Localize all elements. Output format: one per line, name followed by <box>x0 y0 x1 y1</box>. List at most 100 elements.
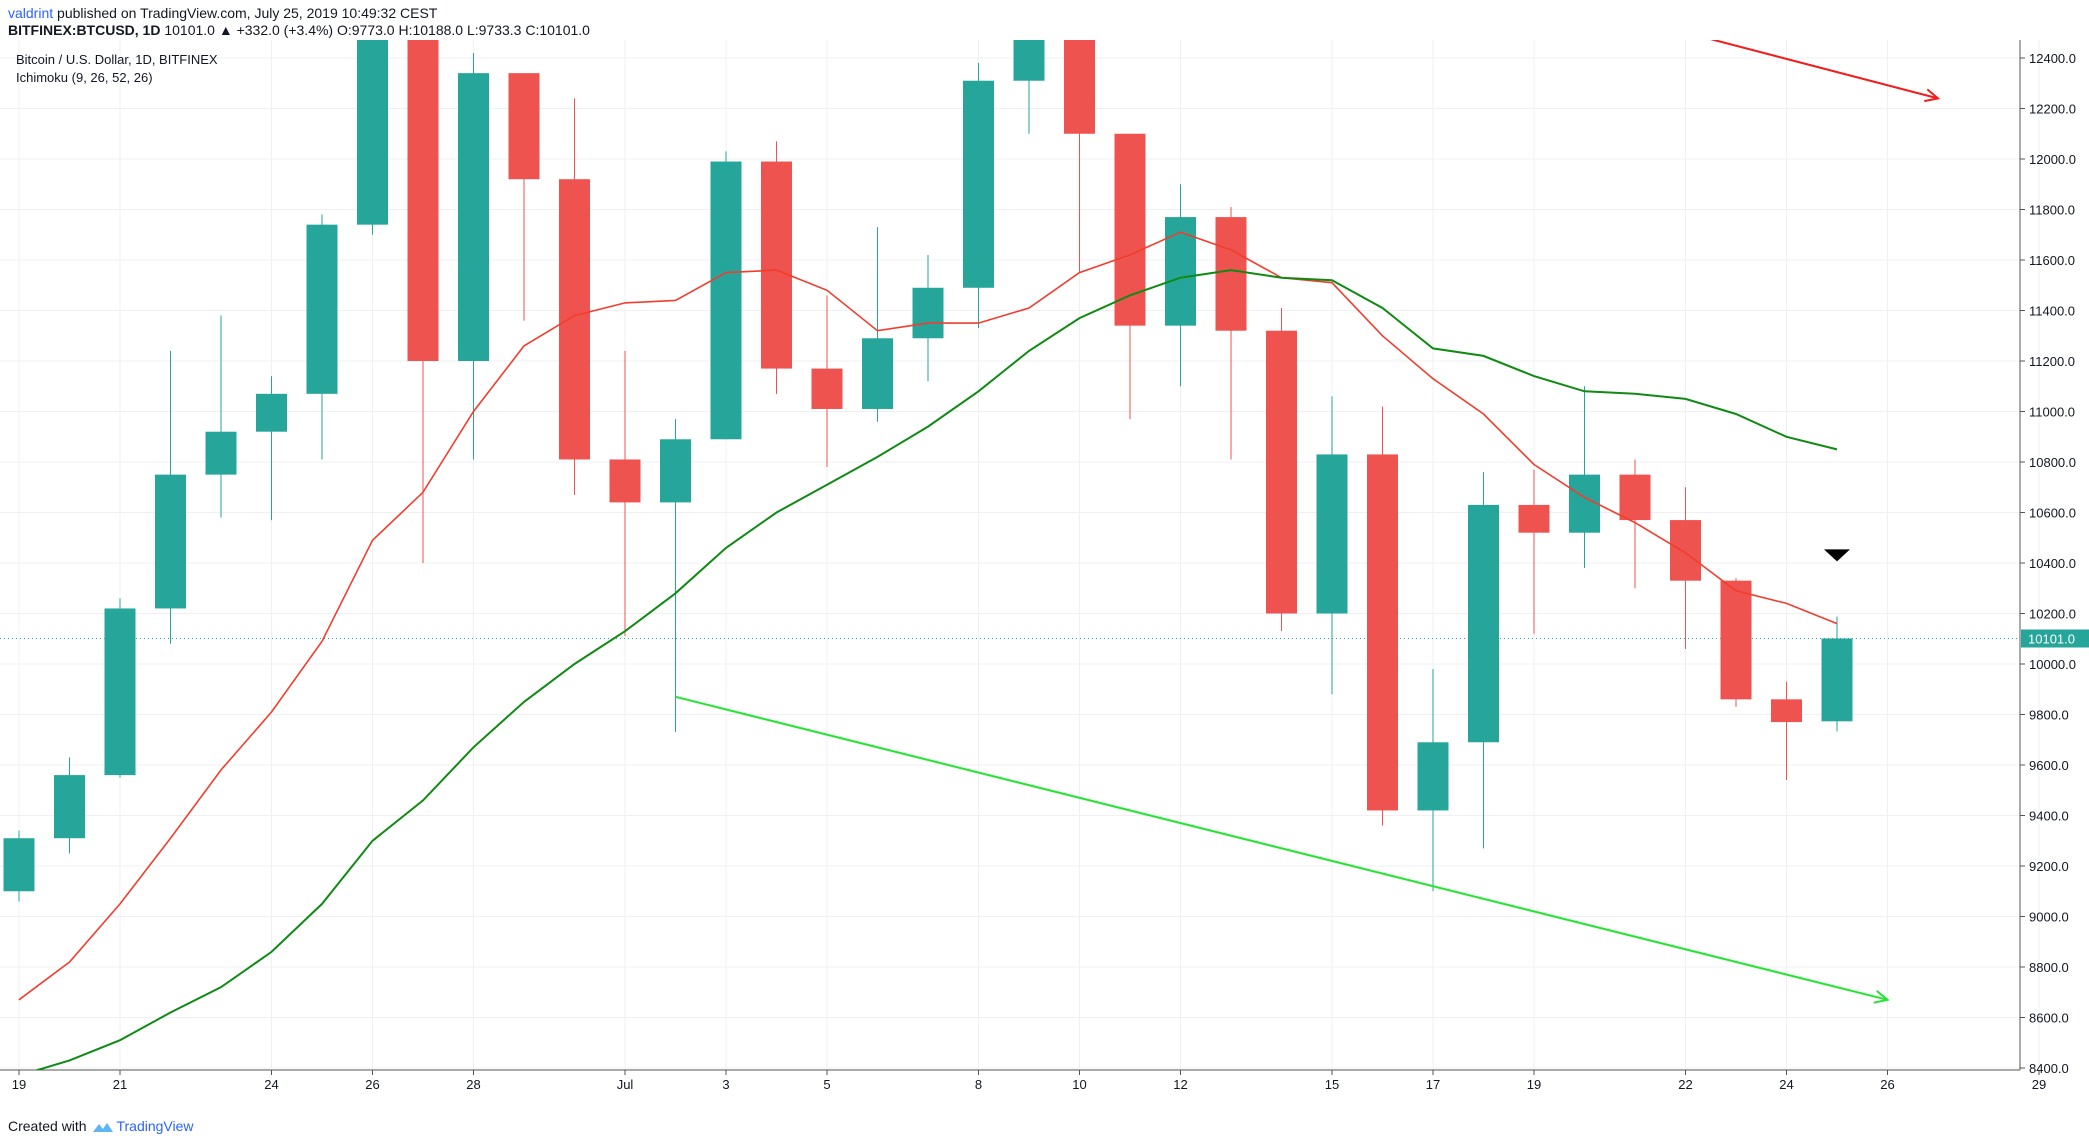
candle-body <box>1165 217 1196 326</box>
candle-body <box>357 40 388 225</box>
candle-body <box>1771 699 1802 723</box>
candle-body <box>1468 504 1499 743</box>
y-tick-label: 10800.0 <box>2029 455 2076 470</box>
x-tick-label: 19 <box>1527 1077 1541 1092</box>
candlesticks <box>3 40 1853 902</box>
last-price-line: 10101.0 <box>0 629 2089 648</box>
support-arrow-head <box>1873 990 1890 1004</box>
candle-body <box>1114 133 1146 326</box>
candle-body <box>256 393 287 432</box>
candle-body <box>155 474 186 609</box>
candle <box>306 214 338 460</box>
x-tick-label: 26 <box>365 1077 379 1092</box>
candle-body <box>1569 474 1600 533</box>
x-tick-label: 24 <box>264 1077 278 1092</box>
x-axis: 19 21 24 26 28 Jul 3 5 8 10 12 15 17 19 22 24 26 29 <box>0 1069 2046 1092</box>
candle <box>963 63 994 329</box>
x-tick-label: 8 <box>975 1077 982 1092</box>
resistance-arrow-head <box>1924 88 1941 103</box>
candle <box>1064 40 1095 273</box>
ticker: BITFINEX:BTCUSD, 1D <box>8 22 161 38</box>
candle <box>811 295 843 468</box>
support-arrow-line <box>675 695 1888 1001</box>
candle-body <box>1720 580 1752 700</box>
candle-body <box>407 40 439 361</box>
candle-body <box>912 287 944 339</box>
candle <box>761 141 792 394</box>
ticker-info: BITFINEX:BTCUSD, 1D 10101.0 ▲ +332.0 (+3… <box>8 22 590 38</box>
candle <box>1013 40 1045 134</box>
candle-body <box>559 179 590 460</box>
candle <box>1720 578 1752 707</box>
x-tick-label: 3 <box>722 1077 729 1092</box>
x-tick-label: 21 <box>113 1077 127 1092</box>
candle-body <box>609 459 641 503</box>
candle <box>710 151 742 440</box>
candle <box>862 227 893 422</box>
x-tick-label: 10 <box>1072 1077 1086 1092</box>
y-tick-label: 10600.0 <box>2029 506 2076 521</box>
candle-body <box>508 73 540 180</box>
candle-body <box>811 368 843 409</box>
candle-body <box>1215 217 1247 331</box>
x-tick-label: Jul <box>617 1077 634 1092</box>
y-tick-label: 12400.0 <box>2029 51 2076 66</box>
publish-info: valdrint published on TradingView.com, J… <box>8 5 437 21</box>
y-tick-label: 11800.0 <box>2029 203 2075 218</box>
candle <box>458 52 489 460</box>
candle-body <box>710 161 742 440</box>
candle <box>660 419 691 733</box>
candle <box>1266 307 1297 632</box>
footer-brand[interactable]: TradingView <box>116 1118 194 1134</box>
base-line <box>34 269 1838 1070</box>
candle-body <box>54 775 85 839</box>
candle <box>1215 206 1247 460</box>
candle-body <box>1417 742 1449 811</box>
indicator-legend[interactable]: Ichimoku (9, 26, 52, 26) <box>16 70 153 85</box>
candle-body <box>1821 638 1853 722</box>
arrow-down-marker-icon <box>1824 549 1850 562</box>
candle <box>508 73 540 321</box>
y-tick-label: 9400.0 <box>2029 809 2069 824</box>
y-tick-label: 8400.0 <box>2029 1061 2069 1076</box>
candle <box>54 757 85 854</box>
price-chart[interactable]: 19 21 24 26 28 Jul 3 5 8 10 12 15 17 19 22 24 26 29 8400.… <box>0 40 2089 1110</box>
y-tick-label: 11400.0 <box>2029 304 2075 319</box>
candle-body <box>1367 454 1398 811</box>
y-tick-label: 11200.0 <box>2029 354 2075 369</box>
tradingview-logo-icon <box>93 1123 114 1133</box>
footer-prefix: Created with <box>8 1118 87 1134</box>
author-link[interactable]: valdrint <box>8 5 54 21</box>
candle-body <box>1619 474 1651 521</box>
candle <box>609 350 641 637</box>
publish-header: valdrint published on TradingView.com, J… <box>0 0 2089 40</box>
y-tick-label: 9200.0 <box>2029 859 2069 874</box>
candle <box>559 98 590 495</box>
candle <box>155 350 186 644</box>
candle <box>912 254 944 382</box>
y-tick-label: 8600.0 <box>2029 1011 2069 1026</box>
y-tick-label: 8800.0 <box>2029 960 2069 975</box>
candle-body <box>660 439 691 503</box>
symbol-legend[interactable]: Bitcoin / U.S. Dollar, 1D, BITFINEX <box>16 52 218 67</box>
x-tick-label: 17 <box>1426 1077 1440 1092</box>
candle <box>1316 396 1348 695</box>
candle <box>1670 487 1701 649</box>
candle <box>1165 184 1196 387</box>
candle <box>256 376 287 521</box>
footer: Created with TradingView <box>8 1118 194 1134</box>
ohlc-values: 10101.0 ▲ +332.0 (+3.4%) O:9773.0 H:1018… <box>164 22 590 38</box>
candle <box>357 40 388 235</box>
candle-body <box>458 73 489 362</box>
conversion-line <box>18 231 1838 1001</box>
last-price-badge <box>2021 629 2089 648</box>
resistance-arrow <box>1710 40 1941 103</box>
candle <box>1114 133 1146 420</box>
y-tick-label: 9800.0 <box>2029 708 2069 723</box>
x-tick-label: 12 <box>1173 1077 1187 1092</box>
candle <box>1771 681 1802 781</box>
candle-body <box>1013 40 1045 81</box>
support-arrow <box>675 695 1890 1004</box>
candle <box>104 598 136 778</box>
x-tick-label: 24 <box>1779 1077 1793 1092</box>
